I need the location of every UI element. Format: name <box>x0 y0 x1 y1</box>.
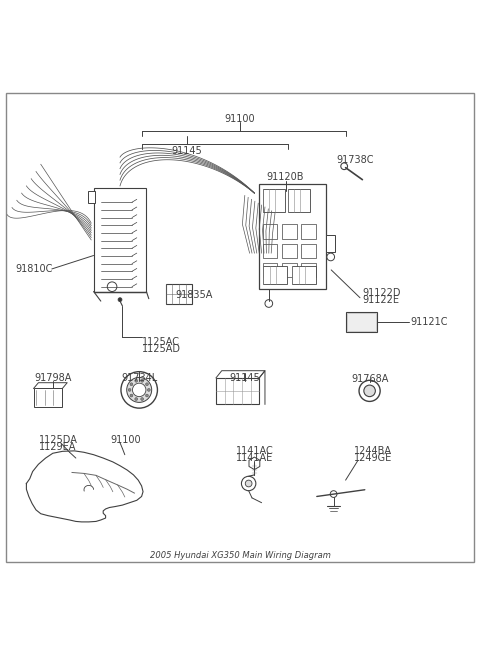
Circle shape <box>145 394 148 397</box>
Text: 1141AC: 1141AC <box>236 446 273 456</box>
Text: 91810C: 91810C <box>15 264 52 274</box>
Text: 1125DA: 1125DA <box>39 436 78 445</box>
Bar <box>292 266 316 284</box>
Circle shape <box>359 381 380 402</box>
Circle shape <box>265 299 273 307</box>
Text: 1125AD: 1125AD <box>142 344 181 354</box>
Circle shape <box>341 163 348 170</box>
Text: 1249GE: 1249GE <box>354 453 393 463</box>
Bar <box>263 224 277 238</box>
Text: 91768A: 91768A <box>351 374 388 384</box>
Circle shape <box>135 398 138 400</box>
Text: 91738C: 91738C <box>336 155 374 166</box>
Bar <box>34 388 62 407</box>
Circle shape <box>130 383 133 386</box>
Circle shape <box>128 388 131 391</box>
Bar <box>216 378 259 404</box>
Bar <box>301 224 316 238</box>
Circle shape <box>108 282 117 291</box>
Circle shape <box>330 491 337 497</box>
Circle shape <box>135 379 138 383</box>
Bar <box>282 263 297 277</box>
Bar <box>263 189 285 212</box>
Circle shape <box>121 371 157 408</box>
Circle shape <box>245 480 252 487</box>
Circle shape <box>364 385 375 397</box>
Text: 91798A: 91798A <box>34 373 72 383</box>
Bar <box>346 312 377 332</box>
Text: 91734L: 91734L <box>121 373 157 383</box>
Circle shape <box>147 388 150 391</box>
Text: 91100: 91100 <box>110 436 141 445</box>
Text: 2005 Hyundai XG350 Main Wiring Diagram: 2005 Hyundai XG350 Main Wiring Diagram <box>150 551 330 560</box>
Bar <box>347 313 376 331</box>
Bar <box>263 263 277 277</box>
Text: 91835A: 91835A <box>175 290 213 301</box>
Text: 91120B: 91120B <box>267 172 304 182</box>
Circle shape <box>141 379 144 383</box>
Text: 91145: 91145 <box>172 146 203 156</box>
Bar <box>166 284 192 303</box>
Text: 91145: 91145 <box>229 373 260 383</box>
Text: 91122D: 91122D <box>362 288 401 298</box>
Circle shape <box>141 398 144 400</box>
Circle shape <box>145 383 148 386</box>
Bar <box>88 191 95 202</box>
Bar <box>263 244 277 258</box>
Circle shape <box>327 253 335 261</box>
Circle shape <box>132 383 146 397</box>
Bar <box>259 183 326 289</box>
Bar <box>301 244 316 258</box>
Text: 91122E: 91122E <box>362 295 399 305</box>
Bar <box>282 244 297 258</box>
Bar <box>282 224 297 238</box>
Text: 1129EA: 1129EA <box>39 443 77 453</box>
Circle shape <box>241 476 256 491</box>
Bar <box>326 235 335 252</box>
Bar <box>263 266 287 284</box>
Circle shape <box>130 394 133 397</box>
Text: 91121C: 91121C <box>410 317 448 327</box>
Bar <box>94 188 146 291</box>
Bar <box>288 189 310 212</box>
Polygon shape <box>249 457 260 470</box>
Text: 1141AE: 1141AE <box>236 453 273 463</box>
Text: 1125AC: 1125AC <box>142 337 180 347</box>
Circle shape <box>127 377 152 402</box>
Bar <box>301 263 316 277</box>
Text: 1244BA: 1244BA <box>354 446 392 456</box>
Text: 91100: 91100 <box>225 114 255 124</box>
Circle shape <box>118 298 122 301</box>
